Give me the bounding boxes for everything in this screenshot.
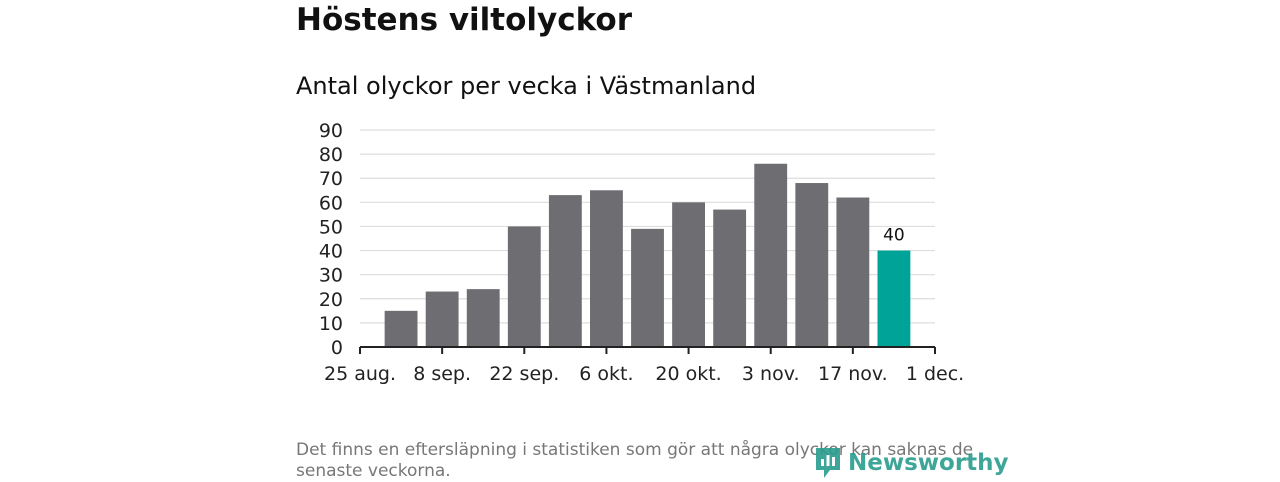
bar-week-13 — [877, 250, 911, 347]
data-labels: 40 — [883, 226, 905, 246]
x-tick-label: 8 sep. — [413, 363, 471, 385]
y-tick-label: 70 — [319, 168, 343, 190]
y-tick-label: 10 — [319, 313, 343, 335]
bar-value-label: 40 — [883, 226, 905, 246]
bar-week-1 — [384, 310, 418, 347]
bar-week-5 — [548, 195, 582, 347]
y-tick-label: 50 — [319, 216, 343, 238]
x-tick-label: 25 aug. — [324, 363, 396, 385]
y-tick-label: 30 — [319, 265, 343, 287]
bar-week-8 — [672, 202, 705, 347]
footnote: Det finns en eftersläpning i statistiken… — [296, 440, 974, 481]
bar-week-11 — [795, 183, 829, 347]
x-tick-label: 20 okt. — [655, 363, 721, 385]
y-tick-label: 20 — [319, 289, 343, 311]
bar-week-10 — [754, 163, 788, 347]
x-tick-label: 1 dec. — [906, 363, 964, 385]
bar-week-12 — [836, 197, 870, 347]
bar-week-6 — [590, 190, 623, 347]
newsworthy-logo-text: Newsworthy — [848, 450, 1009, 476]
y-tick-label: 90 — [319, 120, 343, 142]
x-tick-label: 22 sep. — [489, 363, 559, 385]
chart-subtitle: Antal olyckor per vecka i Västmanland — [296, 72, 757, 100]
y-tick-label: 40 — [319, 241, 343, 263]
x-tick-label: 3 nov. — [742, 363, 800, 385]
y-tick-label: 60 — [319, 192, 343, 214]
y-tick-label: 80 — [319, 144, 343, 166]
newsworthy-logo-icon — [816, 448, 840, 478]
bar-week-9 — [713, 209, 747, 347]
x-tick-label: 6 okt. — [579, 363, 633, 385]
y-tick-label: 0 — [331, 337, 343, 359]
bar-week-2 — [425, 291, 459, 347]
bar-week-7 — [631, 228, 664, 347]
bar-week-3 — [466, 289, 500, 347]
newsworthy-logo: Newsworthy — [814, 446, 1009, 480]
x-tick-label: 17 nov. — [818, 363, 888, 385]
bar-week-4 — [507, 226, 541, 347]
bars — [384, 163, 911, 347]
chart-title: Höstens viltolyckor — [296, 2, 633, 38]
